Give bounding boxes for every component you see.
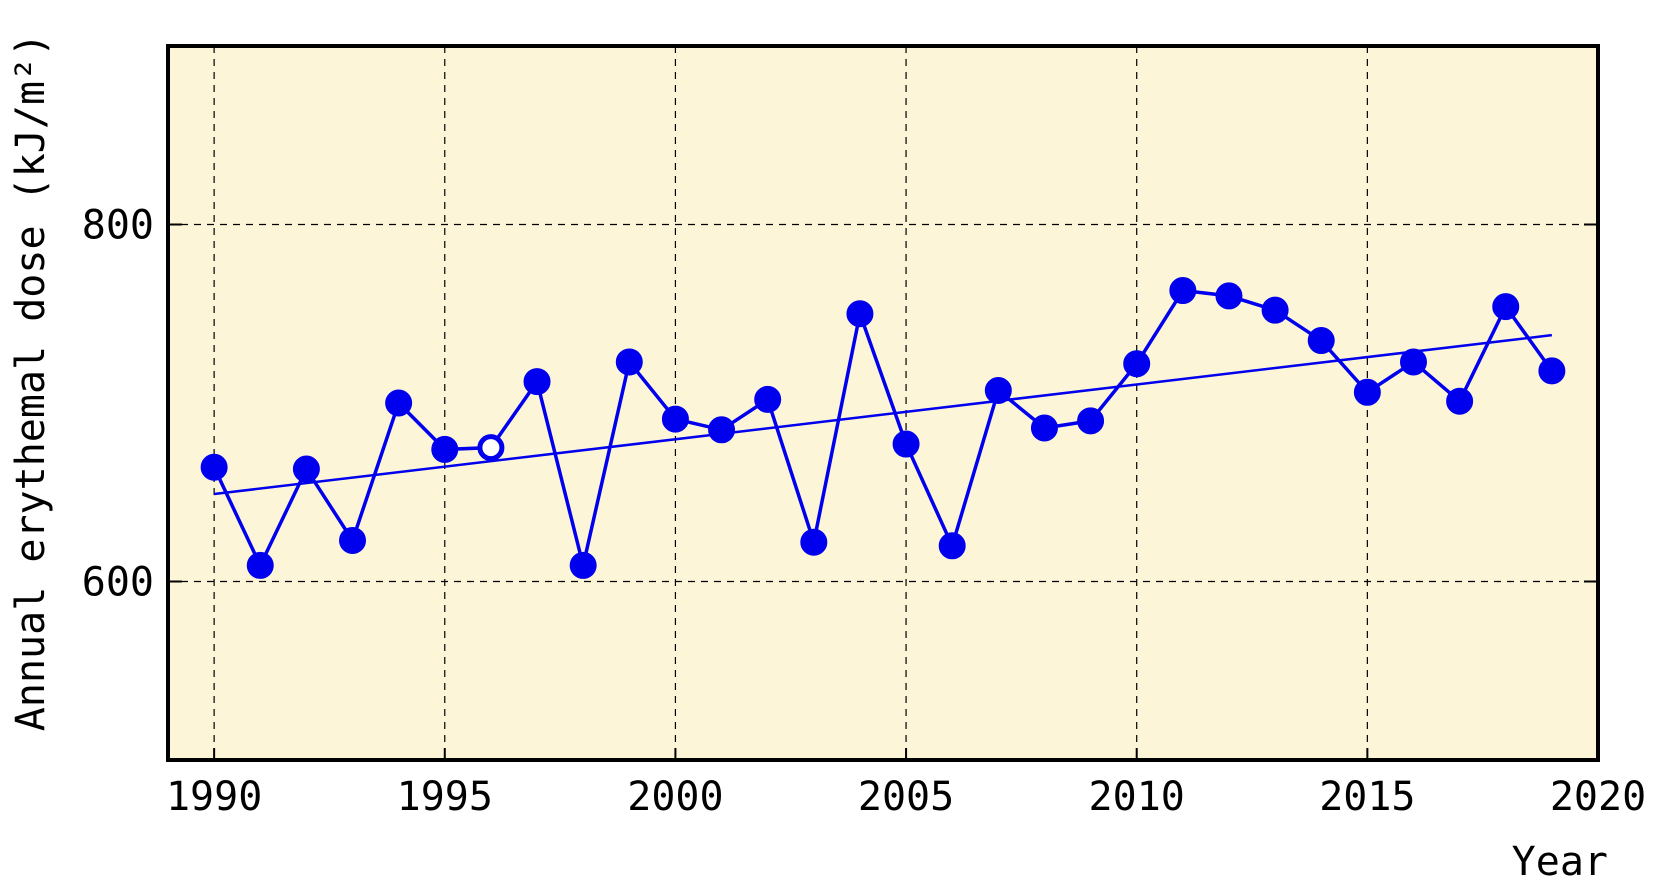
data-point <box>292 455 320 483</box>
data-point <box>1123 350 1151 378</box>
data-point <box>246 551 274 579</box>
x-axis-title: Year <box>1512 839 1608 883</box>
data-point <box>938 532 966 560</box>
data-point <box>1353 378 1381 406</box>
x-tick-label: 1990 <box>166 774 262 820</box>
data-point <box>1169 277 1197 305</box>
data-point <box>431 435 459 463</box>
data-point <box>846 300 874 328</box>
data-point <box>615 348 643 376</box>
plot-frame <box>166 44 1600 762</box>
data-point <box>984 377 1012 405</box>
data-point <box>1307 327 1335 355</box>
y-tick-label: 600 <box>82 560 154 606</box>
data-point <box>754 385 782 413</box>
x-tick-label: 1995 <box>397 774 493 820</box>
data-point <box>200 453 228 481</box>
plot-area <box>168 46 1598 760</box>
y-tick-label: 800 <box>82 203 154 249</box>
x-tick-label: 2010 <box>1089 774 1185 820</box>
data-point <box>1538 357 1566 385</box>
x-tick-label: 2020 <box>1550 774 1646 820</box>
data-point <box>1492 293 1520 321</box>
data-point <box>892 430 920 458</box>
data-point <box>1446 387 1474 415</box>
data-point <box>385 389 413 417</box>
x-tick-label: 2015 <box>1319 774 1415 820</box>
data-point <box>661 405 689 433</box>
data-point <box>1399 348 1427 376</box>
data-point <box>339 526 367 554</box>
markers <box>200 277 1566 579</box>
x-tick-label: 2000 <box>627 774 723 820</box>
data-point <box>1261 296 1289 324</box>
data-point-open <box>477 434 505 462</box>
x-tick-label: 2005 <box>858 774 954 820</box>
data-point <box>800 528 828 556</box>
grid <box>168 46 1598 760</box>
tick-labels: 1990 1995 2000 2005 2010 2015 2020 600 800 <box>82 203 1646 821</box>
data-point <box>569 551 597 579</box>
y-axis-title: Annual erythemal dose (kJ/m²) <box>8 33 54 731</box>
data-point <box>1077 407 1105 435</box>
data-point <box>523 368 551 396</box>
data-point <box>708 416 736 444</box>
data-point <box>1215 282 1243 310</box>
trend-line <box>213 333 1553 496</box>
data-point <box>1030 414 1058 442</box>
